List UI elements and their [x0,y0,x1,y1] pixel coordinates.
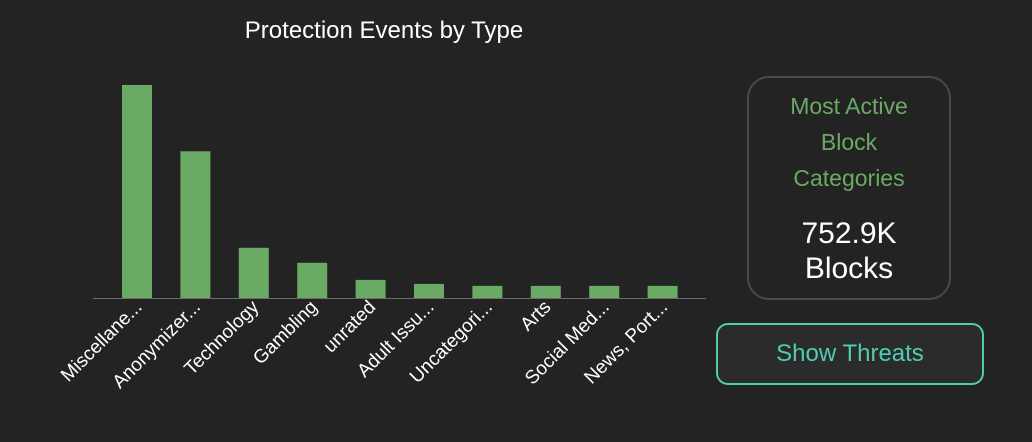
bar [589,285,620,298]
bar [647,285,678,298]
chart-title: Protection Events by Type [244,17,524,44]
bar [297,262,328,298]
bar [238,247,269,298]
bar [355,279,386,298]
bar [122,85,152,298]
summary-value: 752.9K Blocks [749,216,949,286]
bar [472,285,503,298]
summary-number: 752.9K [801,217,897,250]
show-threats-button[interactable]: Show Threats [716,323,984,385]
x-tick-label: Gambling [249,297,321,369]
bar-chart: Miscellane...Anonymizer...TechnologyGamb… [57,85,706,393]
summary-unit: Blocks [804,252,894,285]
summary-card: Most Active Block Categories 752.9K Bloc… [747,76,951,300]
bar [414,283,444,298]
x-tick-label: Arts [517,297,556,336]
bar [530,285,561,298]
bar [180,151,211,298]
summary-label: Most Active Block Categories [790,93,908,191]
